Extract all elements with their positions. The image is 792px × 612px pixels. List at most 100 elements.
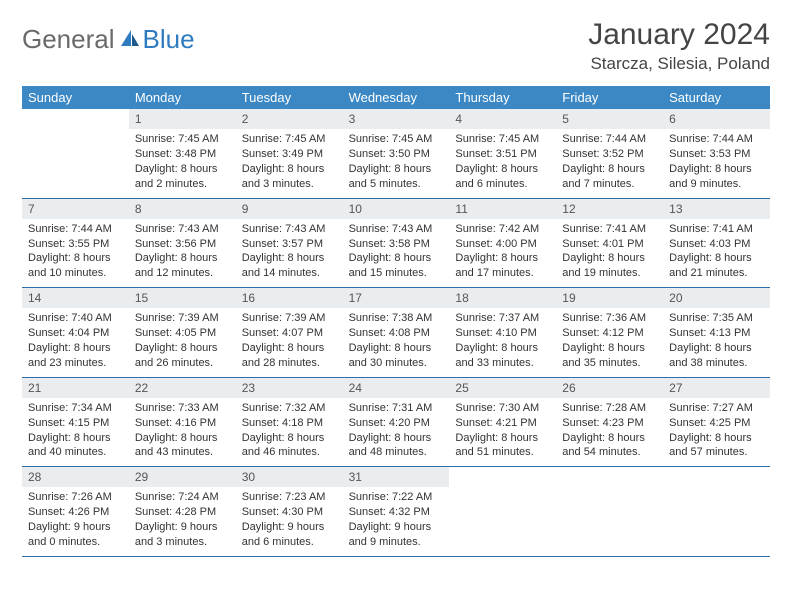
day-cell: 12Sunrise: 7:41 AMSunset: 4:01 PMDayligh… xyxy=(556,199,663,288)
day-number: 19 xyxy=(556,288,663,308)
day-body: Sunrise: 7:45 AMSunset: 3:48 PMDaylight:… xyxy=(129,129,236,197)
sunrise-line: Sunrise: 7:44 AM xyxy=(562,132,657,147)
day-number: 12 xyxy=(556,199,663,219)
daylight-line-2: and 48 minutes. xyxy=(349,445,444,460)
day-cell: 7Sunrise: 7:44 AMSunset: 3:55 PMDaylight… xyxy=(22,199,129,288)
day-cell: 9Sunrise: 7:43 AMSunset: 3:57 PMDaylight… xyxy=(236,199,343,288)
day-body: Sunrise: 7:43 AMSunset: 3:57 PMDaylight:… xyxy=(236,219,343,287)
week-row: 1Sunrise: 7:45 AMSunset: 3:48 PMDaylight… xyxy=(22,109,770,199)
daylight-line-1: Daylight: 8 hours xyxy=(242,431,337,446)
day-cell: 31Sunrise: 7:22 AMSunset: 4:32 PMDayligh… xyxy=(343,467,450,556)
day-cell: 21Sunrise: 7:34 AMSunset: 4:15 PMDayligh… xyxy=(22,378,129,467)
daylight-line-1: Daylight: 8 hours xyxy=(562,431,657,446)
sunset-line: Sunset: 4:21 PM xyxy=(455,416,550,431)
day-body: Sunrise: 7:45 AMSunset: 3:50 PMDaylight:… xyxy=(343,129,450,197)
sunrise-line: Sunrise: 7:42 AM xyxy=(455,222,550,237)
sunset-line: Sunset: 3:53 PM xyxy=(669,147,764,162)
sunset-line: Sunset: 4:18 PM xyxy=(242,416,337,431)
sunset-line: Sunset: 4:07 PM xyxy=(242,326,337,341)
sunrise-line: Sunrise: 7:27 AM xyxy=(669,401,764,416)
daylight-line-2: and 10 minutes. xyxy=(28,266,123,281)
sunrise-line: Sunrise: 7:34 AM xyxy=(28,401,123,416)
sunset-line: Sunset: 4:05 PM xyxy=(135,326,230,341)
sunset-line: Sunset: 3:50 PM xyxy=(349,147,444,162)
location: Starcza, Silesia, Poland xyxy=(588,54,770,74)
daylight-line-2: and 21 minutes. xyxy=(669,266,764,281)
daylight-line-1: Daylight: 8 hours xyxy=(135,431,230,446)
daylight-line-1: Daylight: 8 hours xyxy=(349,431,444,446)
sunrise-line: Sunrise: 7:41 AM xyxy=(562,222,657,237)
day-body: Sunrise: 7:44 AMSunset: 3:55 PMDaylight:… xyxy=(22,219,129,287)
daylight-line-1: Daylight: 8 hours xyxy=(562,162,657,177)
daylight-line-1: Daylight: 9 hours xyxy=(28,520,123,535)
daylight-line-2: and 57 minutes. xyxy=(669,445,764,460)
sunset-line: Sunset: 4:10 PM xyxy=(455,326,550,341)
day-body: Sunrise: 7:39 AMSunset: 4:05 PMDaylight:… xyxy=(129,308,236,376)
sunset-line: Sunset: 4:00 PM xyxy=(455,237,550,252)
day-cell: 22Sunrise: 7:33 AMSunset: 4:16 PMDayligh… xyxy=(129,378,236,467)
day-number: 25 xyxy=(449,378,556,398)
sunrise-line: Sunrise: 7:28 AM xyxy=(562,401,657,416)
daylight-line-1: Daylight: 8 hours xyxy=(349,162,444,177)
daylight-line-1: Daylight: 8 hours xyxy=(455,341,550,356)
daylight-line-2: and 5 minutes. xyxy=(349,177,444,192)
day-number: 6 xyxy=(663,109,770,129)
daylight-line-2: and 0 minutes. xyxy=(28,535,123,550)
week-row: 14Sunrise: 7:40 AMSunset: 4:04 PMDayligh… xyxy=(22,288,770,378)
day-body: Sunrise: 7:32 AMSunset: 4:18 PMDaylight:… xyxy=(236,398,343,466)
day-number: 22 xyxy=(129,378,236,398)
day-cell: 14Sunrise: 7:40 AMSunset: 4:04 PMDayligh… xyxy=(22,288,129,377)
calendar: Sunday Monday Tuesday Wednesday Thursday… xyxy=(22,86,770,557)
daylight-line-1: Daylight: 8 hours xyxy=(28,431,123,446)
day-body: Sunrise: 7:45 AMSunset: 3:49 PMDaylight:… xyxy=(236,129,343,197)
daylight-line-2: and 9 minutes. xyxy=(349,535,444,550)
sunset-line: Sunset: 4:13 PM xyxy=(669,326,764,341)
daylight-line-2: and 3 minutes. xyxy=(135,535,230,550)
day-number: 4 xyxy=(449,109,556,129)
sunrise-line: Sunrise: 7:45 AM xyxy=(135,132,230,147)
daylight-line-1: Daylight: 8 hours xyxy=(242,162,337,177)
daylight-line-1: Daylight: 8 hours xyxy=(455,162,550,177)
day-body: Sunrise: 7:28 AMSunset: 4:23 PMDaylight:… xyxy=(556,398,663,466)
day-body: Sunrise: 7:27 AMSunset: 4:25 PMDaylight:… xyxy=(663,398,770,466)
daylight-line-1: Daylight: 8 hours xyxy=(455,431,550,446)
sunset-line: Sunset: 4:25 PM xyxy=(669,416,764,431)
day-body: Sunrise: 7:40 AMSunset: 4:04 PMDaylight:… xyxy=(22,308,129,376)
sunrise-line: Sunrise: 7:44 AM xyxy=(669,132,764,147)
sunset-line: Sunset: 4:20 PM xyxy=(349,416,444,431)
day-number: 24 xyxy=(343,378,450,398)
title-block: January 2024 Starcza, Silesia, Poland xyxy=(588,18,770,74)
day-number: 27 xyxy=(663,378,770,398)
week-row: 7Sunrise: 7:44 AMSunset: 3:55 PMDaylight… xyxy=(22,199,770,289)
daylight-line-1: Daylight: 8 hours xyxy=(669,162,764,177)
day-body: Sunrise: 7:23 AMSunset: 4:30 PMDaylight:… xyxy=(236,487,343,555)
daylight-line-1: Daylight: 9 hours xyxy=(135,520,230,535)
dow-wednesday: Wednesday xyxy=(343,86,450,109)
day-cell: 26Sunrise: 7:28 AMSunset: 4:23 PMDayligh… xyxy=(556,378,663,467)
daylight-line-2: and 38 minutes. xyxy=(669,356,764,371)
sunrise-line: Sunrise: 7:39 AM xyxy=(242,311,337,326)
sunset-line: Sunset: 3:58 PM xyxy=(349,237,444,252)
day-number: 14 xyxy=(22,288,129,308)
daylight-line-1: Daylight: 8 hours xyxy=(349,341,444,356)
header: General Blue January 2024 Starcza, Siles… xyxy=(22,18,770,74)
day-cell: 28Sunrise: 7:26 AMSunset: 4:26 PMDayligh… xyxy=(22,467,129,556)
day-cell: 10Sunrise: 7:43 AMSunset: 3:58 PMDayligh… xyxy=(343,199,450,288)
sunset-line: Sunset: 4:30 PM xyxy=(242,505,337,520)
day-number: 9 xyxy=(236,199,343,219)
sunrise-line: Sunrise: 7:37 AM xyxy=(455,311,550,326)
sunrise-line: Sunrise: 7:39 AM xyxy=(135,311,230,326)
day-cell xyxy=(663,467,770,556)
day-body: Sunrise: 7:30 AMSunset: 4:21 PMDaylight:… xyxy=(449,398,556,466)
week-row: 28Sunrise: 7:26 AMSunset: 4:26 PMDayligh… xyxy=(22,467,770,557)
sunrise-line: Sunrise: 7:45 AM xyxy=(455,132,550,147)
sunset-line: Sunset: 4:08 PM xyxy=(349,326,444,341)
day-cell xyxy=(22,109,129,198)
daylight-line-1: Daylight: 8 hours xyxy=(135,162,230,177)
day-body: Sunrise: 7:31 AMSunset: 4:20 PMDaylight:… xyxy=(343,398,450,466)
sunset-line: Sunset: 4:28 PM xyxy=(135,505,230,520)
day-number: 16 xyxy=(236,288,343,308)
sunset-line: Sunset: 3:57 PM xyxy=(242,237,337,252)
day-cell: 5Sunrise: 7:44 AMSunset: 3:52 PMDaylight… xyxy=(556,109,663,198)
sunset-line: Sunset: 3:56 PM xyxy=(135,237,230,252)
